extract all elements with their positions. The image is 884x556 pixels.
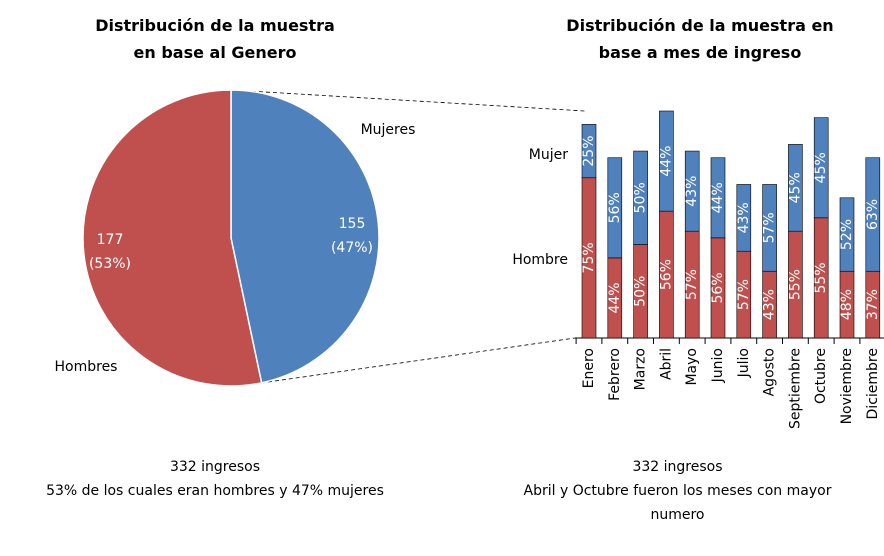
connector	[260, 337, 576, 384]
series-label: Mujer	[529, 147, 568, 163]
x-tick-label: Agosto	[762, 348, 778, 396]
bar-value-label: 56%	[710, 272, 726, 303]
bar-value-label: 43%	[736, 202, 752, 233]
bar-value-label: 56%	[607, 192, 623, 223]
x-tick-label: Marzo	[633, 348, 649, 390]
bar-value-label: 45%	[813, 152, 829, 183]
caption-line: 332 ingresos	[632, 459, 723, 475]
bar-segment	[710, 157, 726, 239]
pie-title: Distribución de la muestra en base al Ge…	[95, 16, 335, 62]
x-tick-label: Mayo	[684, 348, 700, 386]
bar-value-label: 44%	[607, 282, 623, 313]
bar-segment	[736, 184, 752, 252]
x-tick-label: Octubre	[813, 348, 829, 404]
x-tick-label: Diciembre	[865, 348, 881, 419]
category-label: Mujeres	[361, 122, 416, 138]
x-tick-label: Abril	[658, 348, 674, 380]
x-tick-label: Noviembre	[839, 348, 855, 424]
bar-segment	[762, 184, 777, 272]
pie-caption: 332 ingresos 53% de los cuales eran homb…	[0, 455, 430, 503]
category-label: Hombres	[55, 359, 118, 375]
x-tick-label: Septiembre	[787, 348, 803, 429]
bar-value-label: 57%	[684, 269, 700, 300]
bar-segment	[813, 117, 829, 219]
bar-value-label: 63%	[865, 199, 881, 230]
bar-value-label: 48%	[839, 289, 855, 320]
bar-value-label: 25%	[581, 135, 597, 166]
x-tick-label: Febrero	[607, 348, 623, 401]
bar-value-label: 37%	[865, 289, 881, 320]
x-tick-label: Julio	[736, 348, 752, 378]
slice-label: 177 (53%)	[89, 232, 131, 272]
bar-value-label: 56%	[658, 259, 674, 290]
bar-value-label: 75%	[581, 242, 597, 273]
x-tick-label: Junio	[710, 348, 726, 383]
bar-value-label: 50%	[633, 182, 649, 213]
bar-value-label: 44%	[658, 146, 674, 177]
bar-segment	[633, 150, 648, 245]
bar-value-label: 43%	[762, 289, 778, 320]
pie-slice	[82, 89, 263, 387]
bar-value-label: 52%	[839, 219, 855, 250]
bar-segment	[659, 110, 674, 212]
bar-value-label: 45%	[787, 172, 803, 203]
bar-value-label: 55%	[787, 269, 803, 300]
bar-segment	[684, 150, 700, 232]
bar-title: Distribución de la muestra en base a mes…	[566, 16, 834, 62]
bar-segment	[839, 197, 855, 272]
bar-value-label: 44%	[710, 182, 726, 213]
bar-value-label: 43%	[684, 176, 700, 207]
caption-line: 332 ingresos	[169, 459, 261, 475]
caption-line: 53% de los cuales eran hombres y 47% muj…	[46, 483, 384, 499]
bar-caption: 332 ingresos Abril y Octubre fueron los …	[510, 455, 845, 527]
bar-value-label: 50%	[633, 276, 649, 307]
series-label: Hombre	[512, 252, 568, 268]
bar-segment	[865, 157, 881, 272]
slice-label: 155 (47%)	[331, 216, 373, 256]
bar-segment	[607, 157, 623, 259]
caption-line: Abril y Octubre fueron los meses con may…	[523, 483, 832, 523]
bar-segment	[788, 144, 803, 232]
connector	[230, 89, 586, 112]
bar-value-label: 57%	[762, 212, 778, 243]
bar-value-label: 57%	[736, 279, 752, 310]
pie-slice	[230, 89, 380, 384]
bar-value-label: 55%	[813, 262, 829, 293]
x-tick-label: Enero	[581, 348, 597, 388]
bar-segment	[581, 124, 597, 179]
